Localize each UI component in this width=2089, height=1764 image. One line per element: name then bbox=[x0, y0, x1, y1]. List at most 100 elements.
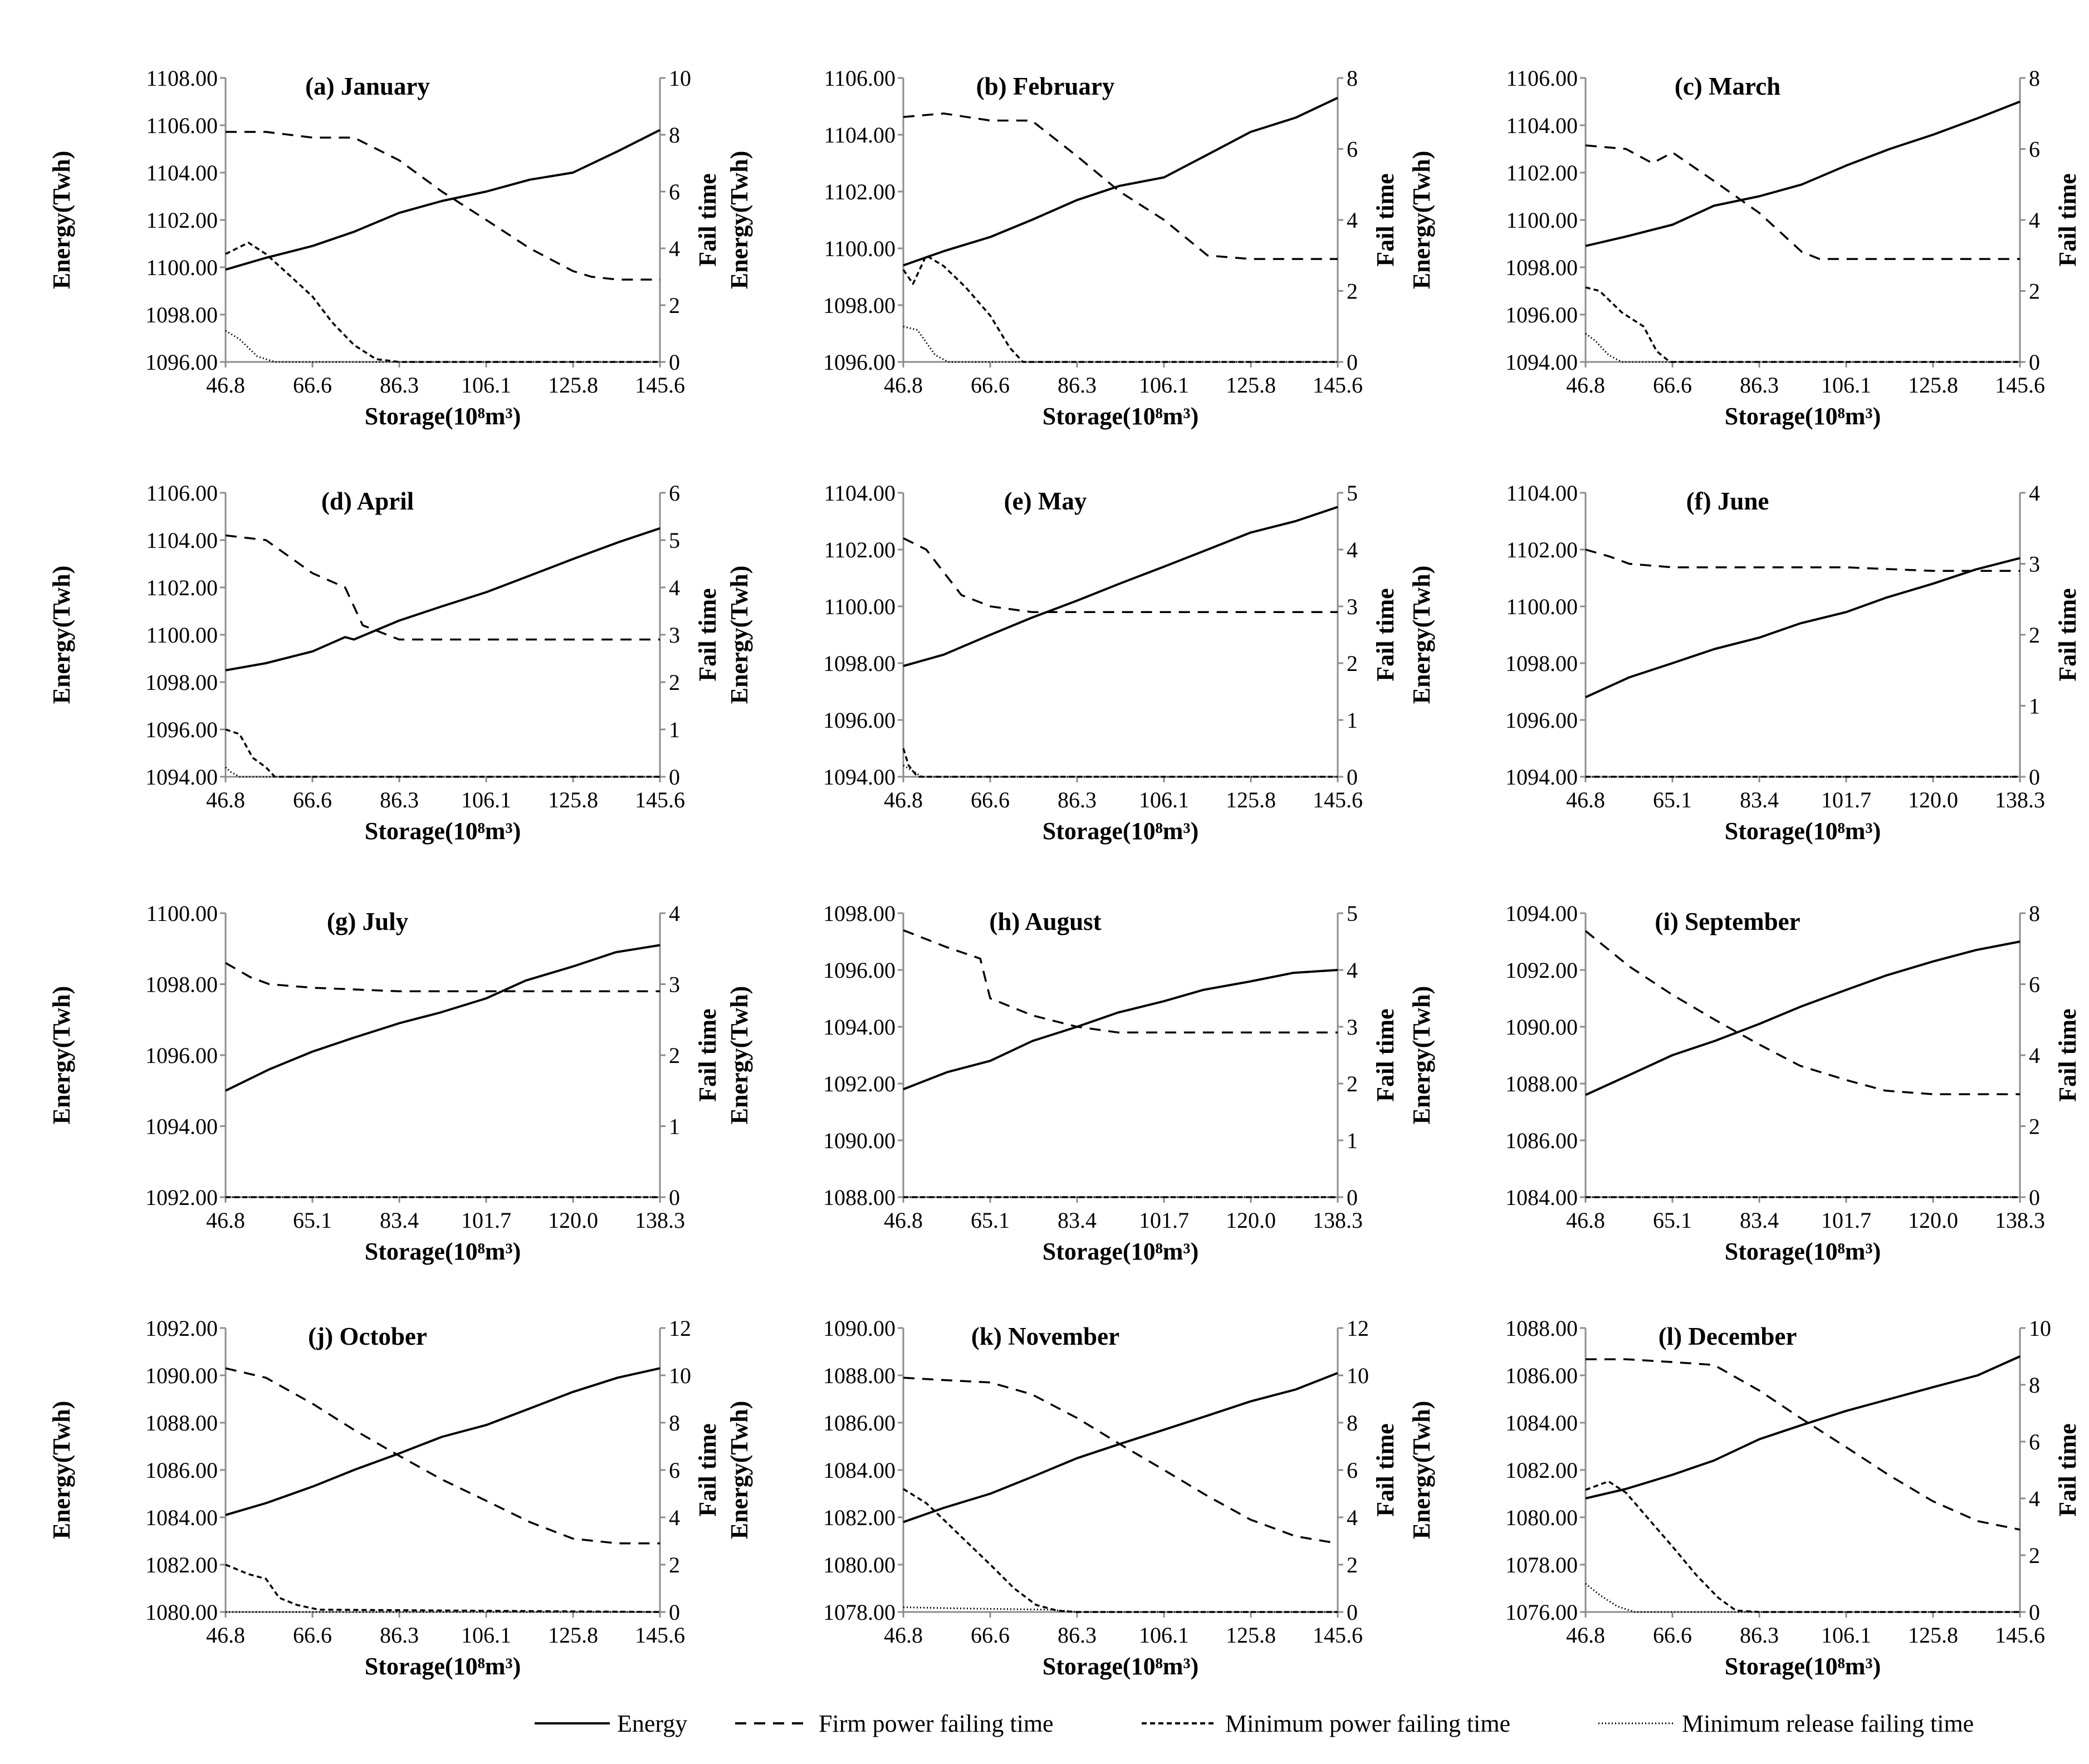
series-line-energy bbox=[903, 1371, 1338, 1523]
series-line-firm-power-failing-time bbox=[1585, 144, 2020, 260]
x-axis-label: Storage(10⁸m³) bbox=[1725, 403, 1881, 430]
x-axis-label: Storage(10⁸m³) bbox=[365, 1238, 521, 1265]
series-line-minimum-release-failing-time bbox=[1585, 1582, 2020, 1613]
x-axis-label: Storage(10⁸m³) bbox=[1043, 403, 1199, 430]
panel-d-april: 1094.00 1096.00 1098.00 1100.00 1102.00 1104.… bbox=[48, 481, 721, 845]
series-line-energy bbox=[1585, 557, 2020, 699]
y2-tick-label: 5 bbox=[1347, 901, 1358, 926]
y2-tick-label: 6 bbox=[2029, 1429, 2040, 1454]
y2-tick-label: 6 bbox=[1347, 1458, 1358, 1483]
series-line-minimum-release-failing-time bbox=[1585, 332, 2020, 363]
series-line-minimum-power-failing-time bbox=[1585, 286, 2020, 363]
x-tick-label: 145.6 bbox=[1995, 373, 2045, 398]
y2-axis-label: Fail time bbox=[1372, 173, 1399, 266]
series-line-minimum-release-failing-time bbox=[225, 330, 660, 363]
legend-label-minimum-power: Minimum power failing time bbox=[1225, 1710, 1510, 1737]
y2-tick-label: 0 bbox=[2029, 765, 2040, 790]
y-tick-label: 1100.00 bbox=[1506, 208, 1578, 233]
x-tick-label: 106.1 bbox=[461, 787, 511, 812]
y-tick-label: 1084.00 bbox=[823, 1458, 896, 1483]
y-tick-label: 1098.00 bbox=[823, 901, 896, 926]
panel-title: (b) February bbox=[976, 72, 1115, 100]
y-tick-label: 1102.00 bbox=[824, 537, 896, 562]
x-tick-label: 101.7 bbox=[1821, 1208, 1871, 1233]
x-tick-label: 46.8 bbox=[884, 1208, 923, 1233]
y-tick-label: 1092.00 bbox=[823, 1071, 896, 1096]
x-tick-label: 120.0 bbox=[1908, 1208, 1958, 1233]
series-line-firm-power-failing-time bbox=[1586, 1358, 2020, 1531]
y2-tick-label: 12 bbox=[669, 1316, 691, 1341]
y-tick-label: 1092.00 bbox=[145, 1185, 218, 1210]
x-tick-label: 66.6 bbox=[1653, 373, 1692, 398]
y2-tick-label: 2 bbox=[2029, 623, 2040, 648]
x-tick-label: 66.6 bbox=[293, 787, 332, 812]
y2-tick-label: 2 bbox=[669, 670, 680, 695]
series-line-minimum-power-failing-time bbox=[225, 1564, 661, 1613]
x-tick-label: 125.8 bbox=[1908, 373, 1958, 398]
y-tick-label: 1096.00 bbox=[1505, 708, 1578, 733]
y-tick-label: 1084.00 bbox=[1505, 1185, 1578, 1210]
series-line-energy bbox=[903, 96, 1338, 267]
axes-frame bbox=[224, 493, 661, 778]
y2-axis-label: Fail time bbox=[1372, 1008, 1399, 1101]
y2-tick-label: 0 bbox=[2029, 350, 2040, 375]
x-axis-label: Storage(10⁸m³) bbox=[1043, 1238, 1199, 1265]
y-axis-label: Energy(Twh) bbox=[48, 566, 75, 704]
x-tick-label: 145.6 bbox=[635, 787, 685, 812]
series-line-energy bbox=[1585, 940, 2020, 1096]
x-tick-label: 46.8 bbox=[884, 373, 923, 398]
series-line-minimum-power-failing-time bbox=[903, 1488, 1338, 1613]
y2-tick-label: 4 bbox=[1347, 1505, 1358, 1530]
x-axis-label: Storage(10⁸m³) bbox=[365, 403, 521, 430]
x-tick-label: 145.6 bbox=[1313, 787, 1363, 812]
x-tick-label: 120.0 bbox=[1908, 787, 1958, 812]
y2-tick-label: 2 bbox=[2029, 1114, 2040, 1139]
y2-tick-label: 5 bbox=[1347, 481, 1358, 506]
y2-tick-label: 1 bbox=[669, 1114, 680, 1139]
y-tick-label: 1096.00 bbox=[145, 717, 218, 742]
y-tick-label: 1100.00 bbox=[824, 594, 896, 619]
series-line-firm-power-failing-time bbox=[225, 962, 660, 993]
series-line-minimum-power-failing-time bbox=[902, 748, 1338, 778]
y2-tick-label: 6 bbox=[2029, 137, 2040, 162]
y-tick-label: 1104.00 bbox=[824, 122, 896, 148]
x-tick-label: 65.1 bbox=[293, 1208, 332, 1233]
panel-title: (a) January bbox=[305, 72, 430, 100]
y2-tick-label: 4 bbox=[1347, 208, 1358, 233]
y2-tick-label: 3 bbox=[1347, 594, 1358, 619]
x-tick-label: 86.3 bbox=[380, 787, 419, 812]
y2-tick-label: 0 bbox=[669, 350, 680, 375]
y2-tick-label: 4 bbox=[2029, 1486, 2040, 1511]
axes-frame bbox=[902, 1328, 1339, 1613]
axes-frame bbox=[224, 913, 661, 1198]
x-tick-label: 106.1 bbox=[1139, 787, 1189, 812]
y-tick-label: 1102.00 bbox=[1506, 537, 1578, 562]
y2-tick-label: 2 bbox=[669, 1043, 680, 1068]
x-tick-label: 86.3 bbox=[380, 373, 419, 398]
y-axis-label: Energy(Twh) bbox=[48, 986, 75, 1125]
y2-tick-label: 2 bbox=[669, 293, 680, 318]
panel-j-october: 1080.00 1082.00 1084.00 1086.00 1088.00 1090.… bbox=[48, 1316, 721, 1680]
x-tick-label: 145.6 bbox=[635, 1623, 685, 1648]
x-tick-label: 86.3 bbox=[1058, 373, 1097, 398]
y2-tick-label: 8 bbox=[669, 122, 680, 148]
y-tick-label: 1100.00 bbox=[146, 901, 218, 926]
x-tick-label: 83.4 bbox=[1058, 1208, 1097, 1233]
y-tick-label: 1094.00 bbox=[145, 1114, 218, 1139]
x-tick-label: 125.8 bbox=[548, 373, 598, 398]
x-tick-label: 125.8 bbox=[1908, 1623, 1958, 1648]
y2-tick-label: 1 bbox=[1347, 1128, 1358, 1153]
y-tick-label: 1102.00 bbox=[824, 179, 896, 204]
panel-title: (k) November bbox=[971, 1322, 1119, 1350]
y2-tick-label: 8 bbox=[1347, 66, 1358, 91]
y-tick-label: 1088.00 bbox=[823, 1363, 896, 1388]
series-line-energy bbox=[903, 506, 1338, 668]
y2-tick-label: 6 bbox=[1347, 137, 1358, 162]
y2-axis-label: Fail time bbox=[694, 588, 721, 681]
y-tick-label: 1096.00 bbox=[1505, 302, 1578, 327]
x-tick-label: 66.6 bbox=[971, 787, 1010, 812]
y2-tick-label: 4 bbox=[2029, 481, 2040, 506]
y2-tick-label: 0 bbox=[1347, 350, 1358, 375]
axes-frame bbox=[902, 78, 1339, 363]
panel-title: (i) September bbox=[1655, 908, 1800, 935]
